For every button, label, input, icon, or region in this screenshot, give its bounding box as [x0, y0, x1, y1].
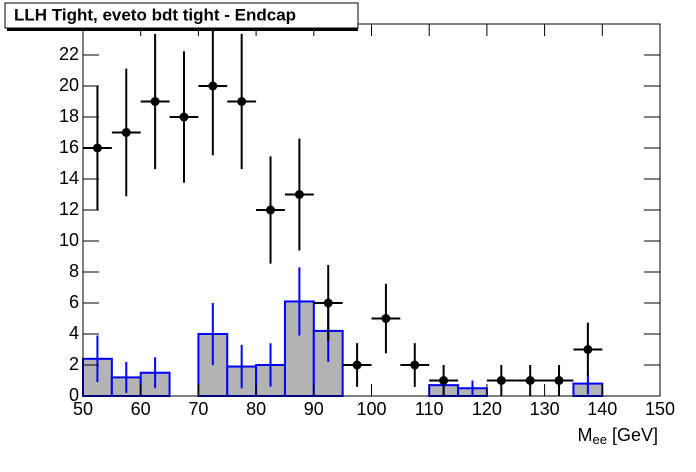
x-tick-label: 90 [304, 399, 324, 419]
y-tick-label: 14 [59, 168, 79, 188]
data-point [150, 97, 160, 106]
data-point [352, 360, 362, 370]
y-tick-label: 18 [59, 106, 79, 126]
y-tick-label: 6 [69, 292, 79, 312]
data-point [525, 376, 535, 385]
plot-area [82, 16, 604, 398]
data-point [237, 97, 247, 106]
data-point [554, 376, 564, 385]
data-point [266, 205, 276, 215]
x-axis-label: Mee [GeV] [578, 425, 659, 448]
x-tick-label: 140 [587, 399, 617, 419]
data-point [381, 314, 391, 323]
y-tick-label: 0 [69, 385, 79, 405]
x-tick-label: 70 [188, 399, 208, 419]
axes: 0246810121416182022245060708090100110120… [59, 13, 675, 419]
y-tick-label: 10 [59, 230, 79, 250]
x-tick-label: 100 [356, 399, 386, 419]
data-point [294, 190, 304, 199]
chart-title: LLH Tight, eveto bdt tight - Endcap [14, 5, 296, 24]
data-point [439, 376, 449, 385]
y-tick-label: 4 [69, 323, 79, 343]
x-tick-label: 50 [73, 399, 93, 419]
x-label-main: M [578, 425, 593, 445]
x-tick-label: 130 [530, 399, 560, 419]
y-tick-label: 2 [69, 354, 79, 374]
data-point [179, 112, 189, 122]
data-point [323, 298, 333, 308]
data-point [208, 81, 218, 91]
y-tick-label: 16 [59, 137, 79, 157]
data-point [496, 376, 506, 385]
x-tick-label: 110 [415, 399, 444, 419]
data-point [410, 360, 420, 370]
x-label-sub: ee [593, 432, 607, 447]
data-point [583, 345, 593, 354]
x-tick-label: 80 [246, 399, 266, 419]
y-tick-label: 20 [59, 75, 79, 95]
x-tick-label: 60 [131, 399, 151, 419]
x-tick-label: 150 [645, 399, 675, 419]
x-label-unit: [GeV] [612, 425, 658, 445]
data-point [121, 128, 131, 137]
title-shadow [7, 28, 358, 31]
y-tick-label: 22 [59, 44, 79, 64]
y-tick-label: 12 [59, 199, 79, 219]
y-tick-label: 8 [69, 261, 79, 281]
x-tick-label: 120 [472, 399, 502, 419]
title-box [4, 2, 359, 29]
